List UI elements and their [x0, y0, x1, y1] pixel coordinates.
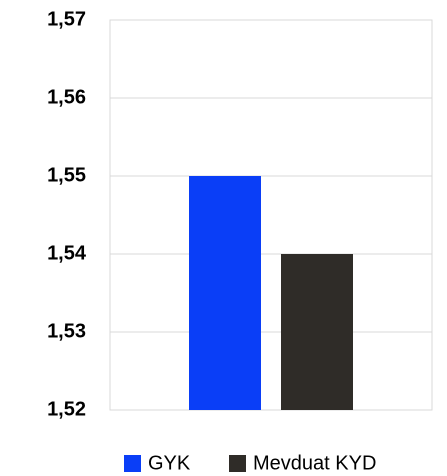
y-tick-label: 1,52 — [47, 398, 86, 420]
y-tick-label: 1,53 — [47, 320, 86, 342]
bar — [189, 176, 261, 410]
y-tick-label: 1,54 — [47, 242, 87, 264]
legend-label: GYK — [148, 452, 191, 474]
legend-label: Mevduat KYD — [253, 452, 376, 474]
y-tick-label: 1,57 — [47, 8, 86, 30]
y-tick-label: 1,56 — [47, 86, 86, 108]
legend-swatch — [229, 455, 246, 472]
bar — [281, 254, 353, 410]
plot-frame — [109, 19, 433, 411]
y-tick-label: 1,55 — [47, 164, 86, 186]
legend-swatch — [124, 455, 141, 472]
